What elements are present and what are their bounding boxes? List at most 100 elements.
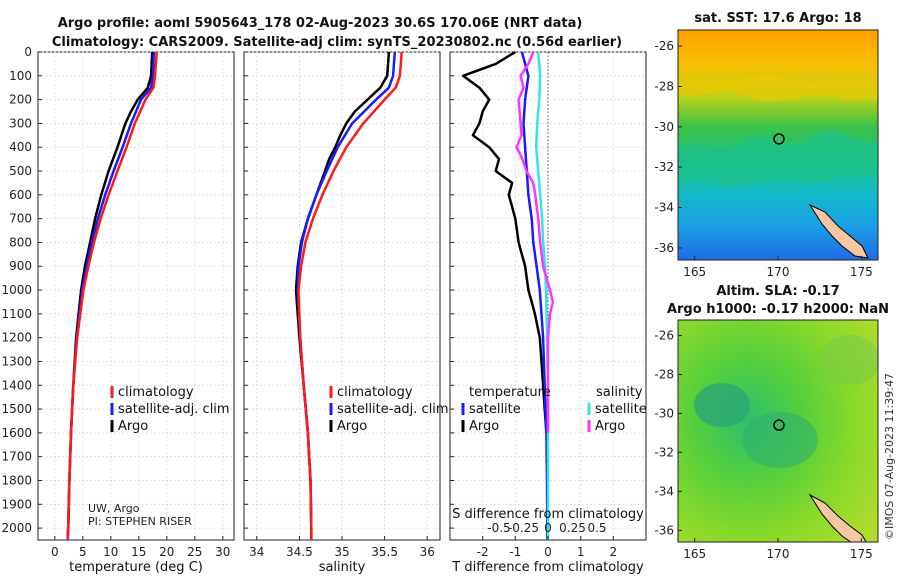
depth-tick-label: 1100 <box>1 307 32 321</box>
x-tick-label: 10 <box>103 545 118 559</box>
salinity-xlabel: salinity <box>319 560 366 575</box>
map-lat-label: -30 <box>654 406 674 420</box>
map-lat-label: -26 <box>654 39 674 53</box>
note-line-2: PI: STEPHEN RISER <box>88 515 192 528</box>
x-tick-label: 25 <box>187 545 202 559</box>
x-tick-label: 30 <box>215 545 230 559</box>
map-lat-label: -34 <box>654 484 674 498</box>
title-line-2: Climatology: CARS2009. Satellite-adj cli… <box>52 35 622 50</box>
s-tick-label: 0.25 <box>559 521 586 535</box>
x-tick-label: 2 <box>610 545 618 559</box>
series-t-satellite <box>520 51 549 540</box>
s-difference-label: S difference from climatology <box>452 507 644 522</box>
depth-axis: 0 100 200 300 400 500 600 700 800 900 1000 1100 1200… <box>1 45 32 535</box>
sla-eddy-2 <box>742 412 818 468</box>
series-t-argo <box>461 50 548 433</box>
sal-legend-climatology: climatology <box>337 385 413 400</box>
sla-eddy-1 <box>694 383 750 427</box>
sla-map-title-1: Altim. SLA: -0.17 <box>716 284 839 299</box>
note-line-1: UW, Argo <box>88 502 140 515</box>
depth-tick-label: 400 <box>9 140 32 154</box>
legend-climatology: climatology <box>118 385 194 400</box>
depth-tick-label: 1400 <box>1 378 32 392</box>
series-climatology <box>297 51 403 540</box>
map-lat-label: -28 <box>654 368 674 382</box>
depth-tick-label: 1600 <box>1 426 32 440</box>
map-lon-label: 170 <box>767 547 790 561</box>
temperature-legend: climatology satellite-adj. clim Argo <box>110 385 230 434</box>
x-tick-label: -1 <box>509 545 521 559</box>
map-lat-label: -34 <box>654 201 674 215</box>
legend-argo: Argo <box>118 419 148 434</box>
sst-band <box>678 75 878 102</box>
x-tick-label: 1 <box>577 545 585 559</box>
depth-tick-label: 1500 <box>1 402 32 416</box>
sst-map: sat. SST: 17.6 Argo: 18 -26 -28 -30 -32 -34 -… <box>654 11 879 279</box>
depth-tick-label: 1900 <box>1 497 32 511</box>
legend-s-argo: Argo <box>595 419 625 434</box>
depth-tick-label: 0 <box>24 45 32 59</box>
salinity-legend: climatology satellite-adj. clim Argo <box>329 385 449 434</box>
x-tick-label: 34 <box>249 545 264 559</box>
depth-tick-label: 500 <box>9 164 32 178</box>
series-s-argo <box>515 51 555 433</box>
legend-s-satellite: satellite <box>595 402 647 417</box>
s-tick-label: 0.5 <box>587 521 606 535</box>
x-tick-label: 36 <box>420 545 435 559</box>
x-tick-label: 0 <box>544 545 552 559</box>
map-lon-label: 170 <box>767 265 790 279</box>
sal-legend-argo: Argo <box>337 419 367 434</box>
t-difference-xlabel: T difference from climatology <box>451 560 644 575</box>
legend-t-argo: Argo <box>469 419 499 434</box>
s-tick-label: -0.5 <box>487 521 510 535</box>
depth-tick-label: 1700 <box>1 450 32 464</box>
x-tick-label: 34.5 <box>286 545 313 559</box>
depth-tick-label: 900 <box>9 259 32 273</box>
depth-tick-label: 1200 <box>1 331 32 345</box>
sla-land-island <box>808 493 867 542</box>
map-lat-label: -32 <box>654 445 674 459</box>
sal-legend-satellite: satellite-adj. clim <box>337 402 449 417</box>
depth-tick-label: 1300 <box>1 354 32 368</box>
map-lat-label: -36 <box>654 241 674 255</box>
map-lat-label: -30 <box>654 120 674 134</box>
x-tick-label: -2 <box>477 545 489 559</box>
sla-eddy-3 <box>820 335 878 385</box>
series-s-satellite <box>534 51 550 540</box>
x-tick-label: 35.5 <box>371 545 398 559</box>
map-lon-label: 165 <box>683 265 706 279</box>
legend-t-satellite: satellite <box>469 402 521 417</box>
depth-tick-label: 600 <box>9 188 32 202</box>
temperature-axes <box>37 51 235 541</box>
sla-map: Altim. SLA: -0.17 Argo h1000: -0.17 h200… <box>654 284 889 561</box>
map-lat-label: -32 <box>654 160 674 174</box>
sst-float-marker <box>773 133 785 145</box>
difference-panel: -2 -1 0 1 2 -0.5-0.25 0 0.25 0.5 S difference f… <box>449 50 647 575</box>
depth-tick-label: 1000 <box>1 283 32 297</box>
salinity-panel: 34 34.5 35 35.5 36 salinity climatology sate… <box>243 51 449 575</box>
sla-map-title-2: Argo h1000: -0.17 h2000: NaN <box>667 302 889 317</box>
sst-warm-patch <box>678 130 878 186</box>
depth-tick-label: 100 <box>9 69 32 83</box>
temperature-xlabel: temperature (deg C) <box>69 560 203 575</box>
sst-map-title: sat. SST: 17.6 Argo: 18 <box>694 11 861 26</box>
x-tick-label: 20 <box>159 545 174 559</box>
map-lon-label: 175 <box>850 265 873 279</box>
x-tick-label: 35 <box>334 545 349 559</box>
legend-salinity-title: salinity <box>596 385 643 400</box>
depth-tick-label: 800 <box>9 235 32 249</box>
map-lon-label: 175 <box>850 547 873 561</box>
map-lat-label: -26 <box>654 329 674 343</box>
x-tick-label: 15 <box>131 545 146 559</box>
depth-tick-label: 200 <box>9 93 32 107</box>
temperature-panel: 0 5 10 15 20 25 30 temperature (deg C) UW, Arg… <box>37 51 235 575</box>
x-tick-label: 5 <box>79 545 87 559</box>
s-tick-label: -0.25 <box>508 521 539 535</box>
depth-tick-label: 700 <box>9 212 32 226</box>
series-climatology <box>66 51 158 541</box>
depth-tick-label: 300 <box>9 116 32 130</box>
legend-satellite: satellite-adj. clim <box>118 402 230 417</box>
watermark: ©IMOS 07-Aug-2023 11:39:47 <box>883 373 896 540</box>
x-tick-label: 0 <box>51 545 59 559</box>
